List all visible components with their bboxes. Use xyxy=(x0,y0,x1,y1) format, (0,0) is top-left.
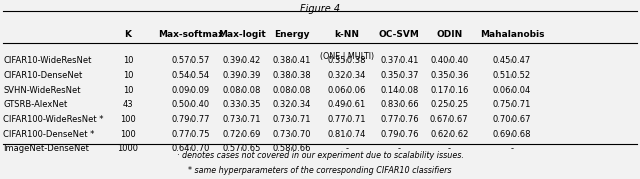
Text: K: K xyxy=(125,30,131,38)
Text: 0.77ₗ0.71: 0.77ₗ0.71 xyxy=(328,115,366,124)
Text: 0.77ₗ0.75: 0.77ₗ0.75 xyxy=(172,130,210,139)
Text: -: - xyxy=(448,144,451,153)
Text: CIFAR100-DenseNet *: CIFAR100-DenseNet * xyxy=(3,130,95,139)
Text: 0.33ₗ0.35: 0.33ₗ0.35 xyxy=(223,100,261,109)
Text: ImageNet-DenseNet: ImageNet-DenseNet xyxy=(3,144,89,153)
Text: 0.09ₗ0.09: 0.09ₗ0.09 xyxy=(172,86,210,95)
Text: 0.08ₗ0.08: 0.08ₗ0.08 xyxy=(273,86,311,95)
Text: 0.83ₗ0.66: 0.83ₗ0.66 xyxy=(380,100,419,109)
Text: k-NN: k-NN xyxy=(334,30,360,38)
Text: 0.58ₗ0.66: 0.58ₗ0.66 xyxy=(273,144,311,153)
Text: 0.08ₗ0.08: 0.08ₗ0.08 xyxy=(223,86,261,95)
Text: CIFAR100-WideResNet *: CIFAR100-WideResNet * xyxy=(3,115,104,124)
Text: 0.79ₗ0.77: 0.79ₗ0.77 xyxy=(172,115,210,124)
Text: 1000: 1000 xyxy=(118,144,138,153)
Text: 0.32ₗ0.34: 0.32ₗ0.34 xyxy=(273,100,311,109)
Text: 0.54ₗ0.54: 0.54ₗ0.54 xyxy=(172,71,210,80)
Text: 0.39ₗ0.39: 0.39ₗ0.39 xyxy=(223,71,261,80)
Text: Mahalanobis: Mahalanobis xyxy=(480,30,544,38)
Text: 0.70ₗ0.67: 0.70ₗ0.67 xyxy=(493,115,531,124)
Text: · denotes cases not covered in our experiment due to scalability issues.: · denotes cases not covered in our exper… xyxy=(177,151,463,160)
Text: Figure 4: Figure 4 xyxy=(300,4,340,14)
Text: 0.72ₗ0.69: 0.72ₗ0.69 xyxy=(223,130,261,139)
Text: 0.77ₗ0.76: 0.77ₗ0.76 xyxy=(380,115,419,124)
Text: 43: 43 xyxy=(123,100,133,109)
Text: 0.73ₗ0.70: 0.73ₗ0.70 xyxy=(273,130,311,139)
Text: 0.81ₗ0.74: 0.81ₗ0.74 xyxy=(328,130,366,139)
Text: 0.14ₗ0.08: 0.14ₗ0.08 xyxy=(380,86,419,95)
Text: 0.35ₗ0.38: 0.35ₗ0.38 xyxy=(328,56,366,65)
Text: SVHN-WideResNet: SVHN-WideResNet xyxy=(3,86,81,95)
Text: GTSRB-AlexNet: GTSRB-AlexNet xyxy=(3,100,67,109)
Text: 0.57ₗ0.57: 0.57ₗ0.57 xyxy=(172,56,210,65)
Text: 0.79ₗ0.76: 0.79ₗ0.76 xyxy=(380,130,419,139)
Text: 0.50ₗ0.40: 0.50ₗ0.40 xyxy=(172,100,210,109)
Text: CIFAR10-DenseNet: CIFAR10-DenseNet xyxy=(3,71,83,80)
Text: OC-SVM: OC-SVM xyxy=(379,30,420,38)
Text: 0.49ₗ0.61: 0.49ₗ0.61 xyxy=(328,100,366,109)
Text: 0.32ₗ0.34: 0.32ₗ0.34 xyxy=(328,71,366,80)
Text: 0.06ₗ0.06: 0.06ₗ0.06 xyxy=(328,86,366,95)
Text: Max-logit: Max-logit xyxy=(218,30,266,38)
Text: -: - xyxy=(511,144,513,153)
Text: 0.73ₗ0.71: 0.73ₗ0.71 xyxy=(273,115,311,124)
Text: 0.25ₗ0.25: 0.25ₗ0.25 xyxy=(430,100,468,109)
Text: Energy: Energy xyxy=(274,30,310,38)
Text: -: - xyxy=(346,144,348,153)
Text: Max-softmax: Max-softmax xyxy=(158,30,223,38)
Text: 0.38ₗ0.41: 0.38ₗ0.41 xyxy=(273,56,311,65)
Text: 0.37ₗ0.41: 0.37ₗ0.41 xyxy=(380,56,419,65)
Text: 100: 100 xyxy=(120,115,136,124)
Text: 0.64ₗ0.70: 0.64ₗ0.70 xyxy=(172,144,210,153)
Text: 0.17ₗ0.16: 0.17ₗ0.16 xyxy=(430,86,468,95)
Text: 0.51ₗ0.52: 0.51ₗ0.52 xyxy=(493,71,531,80)
Text: ODIN: ODIN xyxy=(436,30,463,38)
Text: 0.67ₗ0.67: 0.67ₗ0.67 xyxy=(430,115,468,124)
Text: 0.06ₗ0.04: 0.06ₗ0.04 xyxy=(493,86,531,95)
Text: * same hyperparameters of the corresponding CIFAR10 classifiers: * same hyperparameters of the correspond… xyxy=(188,166,452,175)
Text: 10: 10 xyxy=(123,71,133,80)
Text: 0.62ₗ0.62: 0.62ₗ0.62 xyxy=(430,130,468,139)
Text: 0.38ₗ0.38: 0.38ₗ0.38 xyxy=(273,71,311,80)
Text: 10: 10 xyxy=(123,56,133,65)
Text: 10: 10 xyxy=(123,86,133,95)
Text: 0.69ₗ0.68: 0.69ₗ0.68 xyxy=(493,130,531,139)
Text: 0.45ₗ0.47: 0.45ₗ0.47 xyxy=(493,56,531,65)
Text: 0.57ₗ0.65: 0.57ₗ0.65 xyxy=(223,144,261,153)
Text: 0.40ₗ0.40: 0.40ₗ0.40 xyxy=(430,56,468,65)
Text: 100: 100 xyxy=(120,130,136,139)
Text: 0.39ₗ0.42: 0.39ₗ0.42 xyxy=(223,56,261,65)
Text: 0.35ₗ0.36: 0.35ₗ0.36 xyxy=(430,71,468,80)
Text: -: - xyxy=(398,144,401,153)
Text: 0.73ₗ0.71: 0.73ₗ0.71 xyxy=(223,115,261,124)
Text: 0.75ₗ0.71: 0.75ₗ0.71 xyxy=(493,100,531,109)
Text: CIFAR10-WideResNet: CIFAR10-WideResNet xyxy=(3,56,92,65)
Text: 0.35ₗ0.37: 0.35ₗ0.37 xyxy=(380,71,419,80)
Text: (ONE | MULTI): (ONE | MULTI) xyxy=(320,52,374,61)
